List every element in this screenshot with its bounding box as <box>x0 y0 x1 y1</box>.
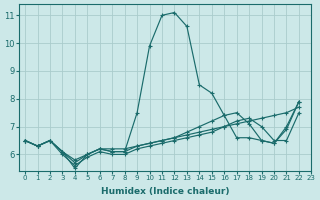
X-axis label: Humidex (Indice chaleur): Humidex (Indice chaleur) <box>101 187 229 196</box>
